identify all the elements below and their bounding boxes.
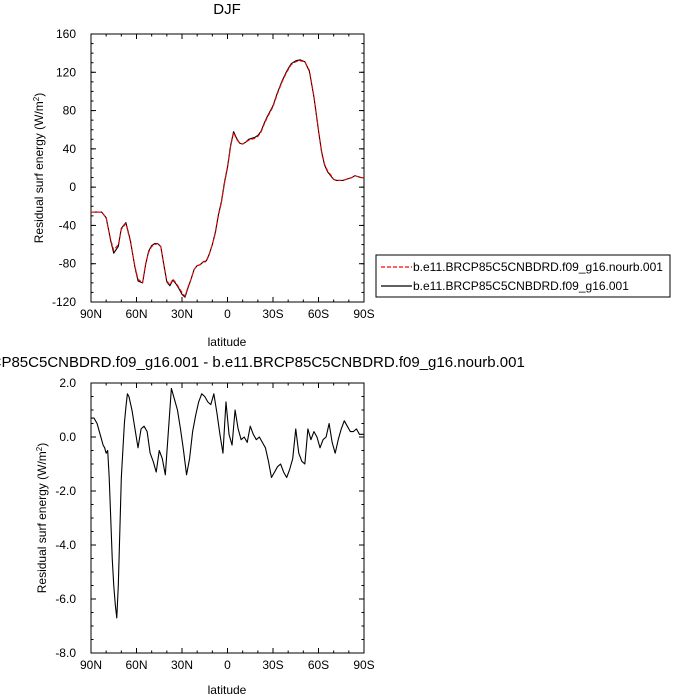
y-tick-label: -6.0 <box>55 592 76 606</box>
legend: b.e11.BRCP85C5CNBDRD.f09_g16.nourb.001 b… <box>375 254 671 298</box>
bottom-axes-ticks <box>90 382 365 654</box>
bottom-chart: b.e11.BRCP85C5CNBDRD.f09_g16.001 - b.e11… <box>0 354 525 697</box>
x-tick-label: 60N <box>125 307 147 321</box>
y-tick-label: -80 <box>59 257 77 271</box>
y-tick-label: 160 <box>56 27 76 41</box>
y-tick-label: -120 <box>52 295 76 309</box>
y-tick-label: -4.0 <box>55 538 76 552</box>
bottom-y-tick-labels: -8.0 -6.0 -4.0 -2.0 0.0 2.0 <box>55 376 76 660</box>
top-x-axis-title: latitude <box>208 335 247 349</box>
top-chart: DJF 90N 60N 30N 0 30S 60S 90S -120 -80 -40 0 40 80 1… <box>32 1 375 349</box>
x-tick-label: 60S <box>308 658 329 672</box>
x-tick-label: 60N <box>125 658 147 672</box>
y-tick-label: -8.0 <box>55 646 76 660</box>
x-tick-label: 30N <box>171 307 193 321</box>
x-tick-label: 30N <box>171 658 193 672</box>
x-tick-label: 0 <box>224 658 231 672</box>
x-tick-label: 30S <box>262 658 283 672</box>
y-tick-label: 80 <box>63 104 77 118</box>
top-series-line-0 <box>91 60 364 297</box>
y-tick-label: -2.0 <box>55 484 76 498</box>
legend-label-nourb: b.e11.BRCP85C5CNBDRD.f09_g16.nourb.001 <box>413 260 663 274</box>
x-tick-label: 90N <box>80 658 102 672</box>
x-tick-label: 90S <box>353 307 374 321</box>
legend-label-control: b.e11.BRCP85C5CNBDRD.f09_g16.001 <box>413 279 629 293</box>
y-tick-label: 0.0 <box>59 430 76 444</box>
x-tick-label: 60S <box>308 307 329 321</box>
y-tick-label: 2.0 <box>59 376 76 390</box>
y-tick-label: -40 <box>59 218 77 232</box>
bottom-series-lines <box>91 387 364 619</box>
x-tick-label: 90S <box>353 658 374 672</box>
legend-box <box>375 254 671 298</box>
top-axes-ticks <box>90 33 365 303</box>
y-tick-label: 120 <box>56 65 76 79</box>
bottom-series-line-0 <box>91 387 364 619</box>
y-tick-label: 40 <box>63 142 77 156</box>
top-chart-title: DJF <box>213 1 241 18</box>
bottom-x-tick-labels: 90N 60N 30N 0 30S 60S 90S <box>80 658 375 672</box>
top-x-tick-labels: 90N 60N 30N 0 30S 60S 90S <box>80 307 375 321</box>
y-tick-label: 0 <box>69 180 76 194</box>
top-y-axis-title: Residual surf energy (W/m2) <box>32 93 46 244</box>
top-series-line-1 <box>91 59 364 298</box>
bottom-chart-title: b.e11.BRCP85C5CNBDRD.f09_g16.001 - b.e11… <box>0 354 525 371</box>
top-series-lines <box>91 59 364 298</box>
bottom-y-axis-title: Residual surf energy (W/m2) <box>35 443 49 594</box>
bottom-x-axis-title: latitude <box>208 683 247 697</box>
x-tick-label: 90N <box>80 307 102 321</box>
x-tick-label: 0 <box>224 307 231 321</box>
top-y-tick-labels: -120 -80 -40 0 40 80 120 160 <box>52 27 76 309</box>
x-tick-label: 30S <box>262 307 283 321</box>
